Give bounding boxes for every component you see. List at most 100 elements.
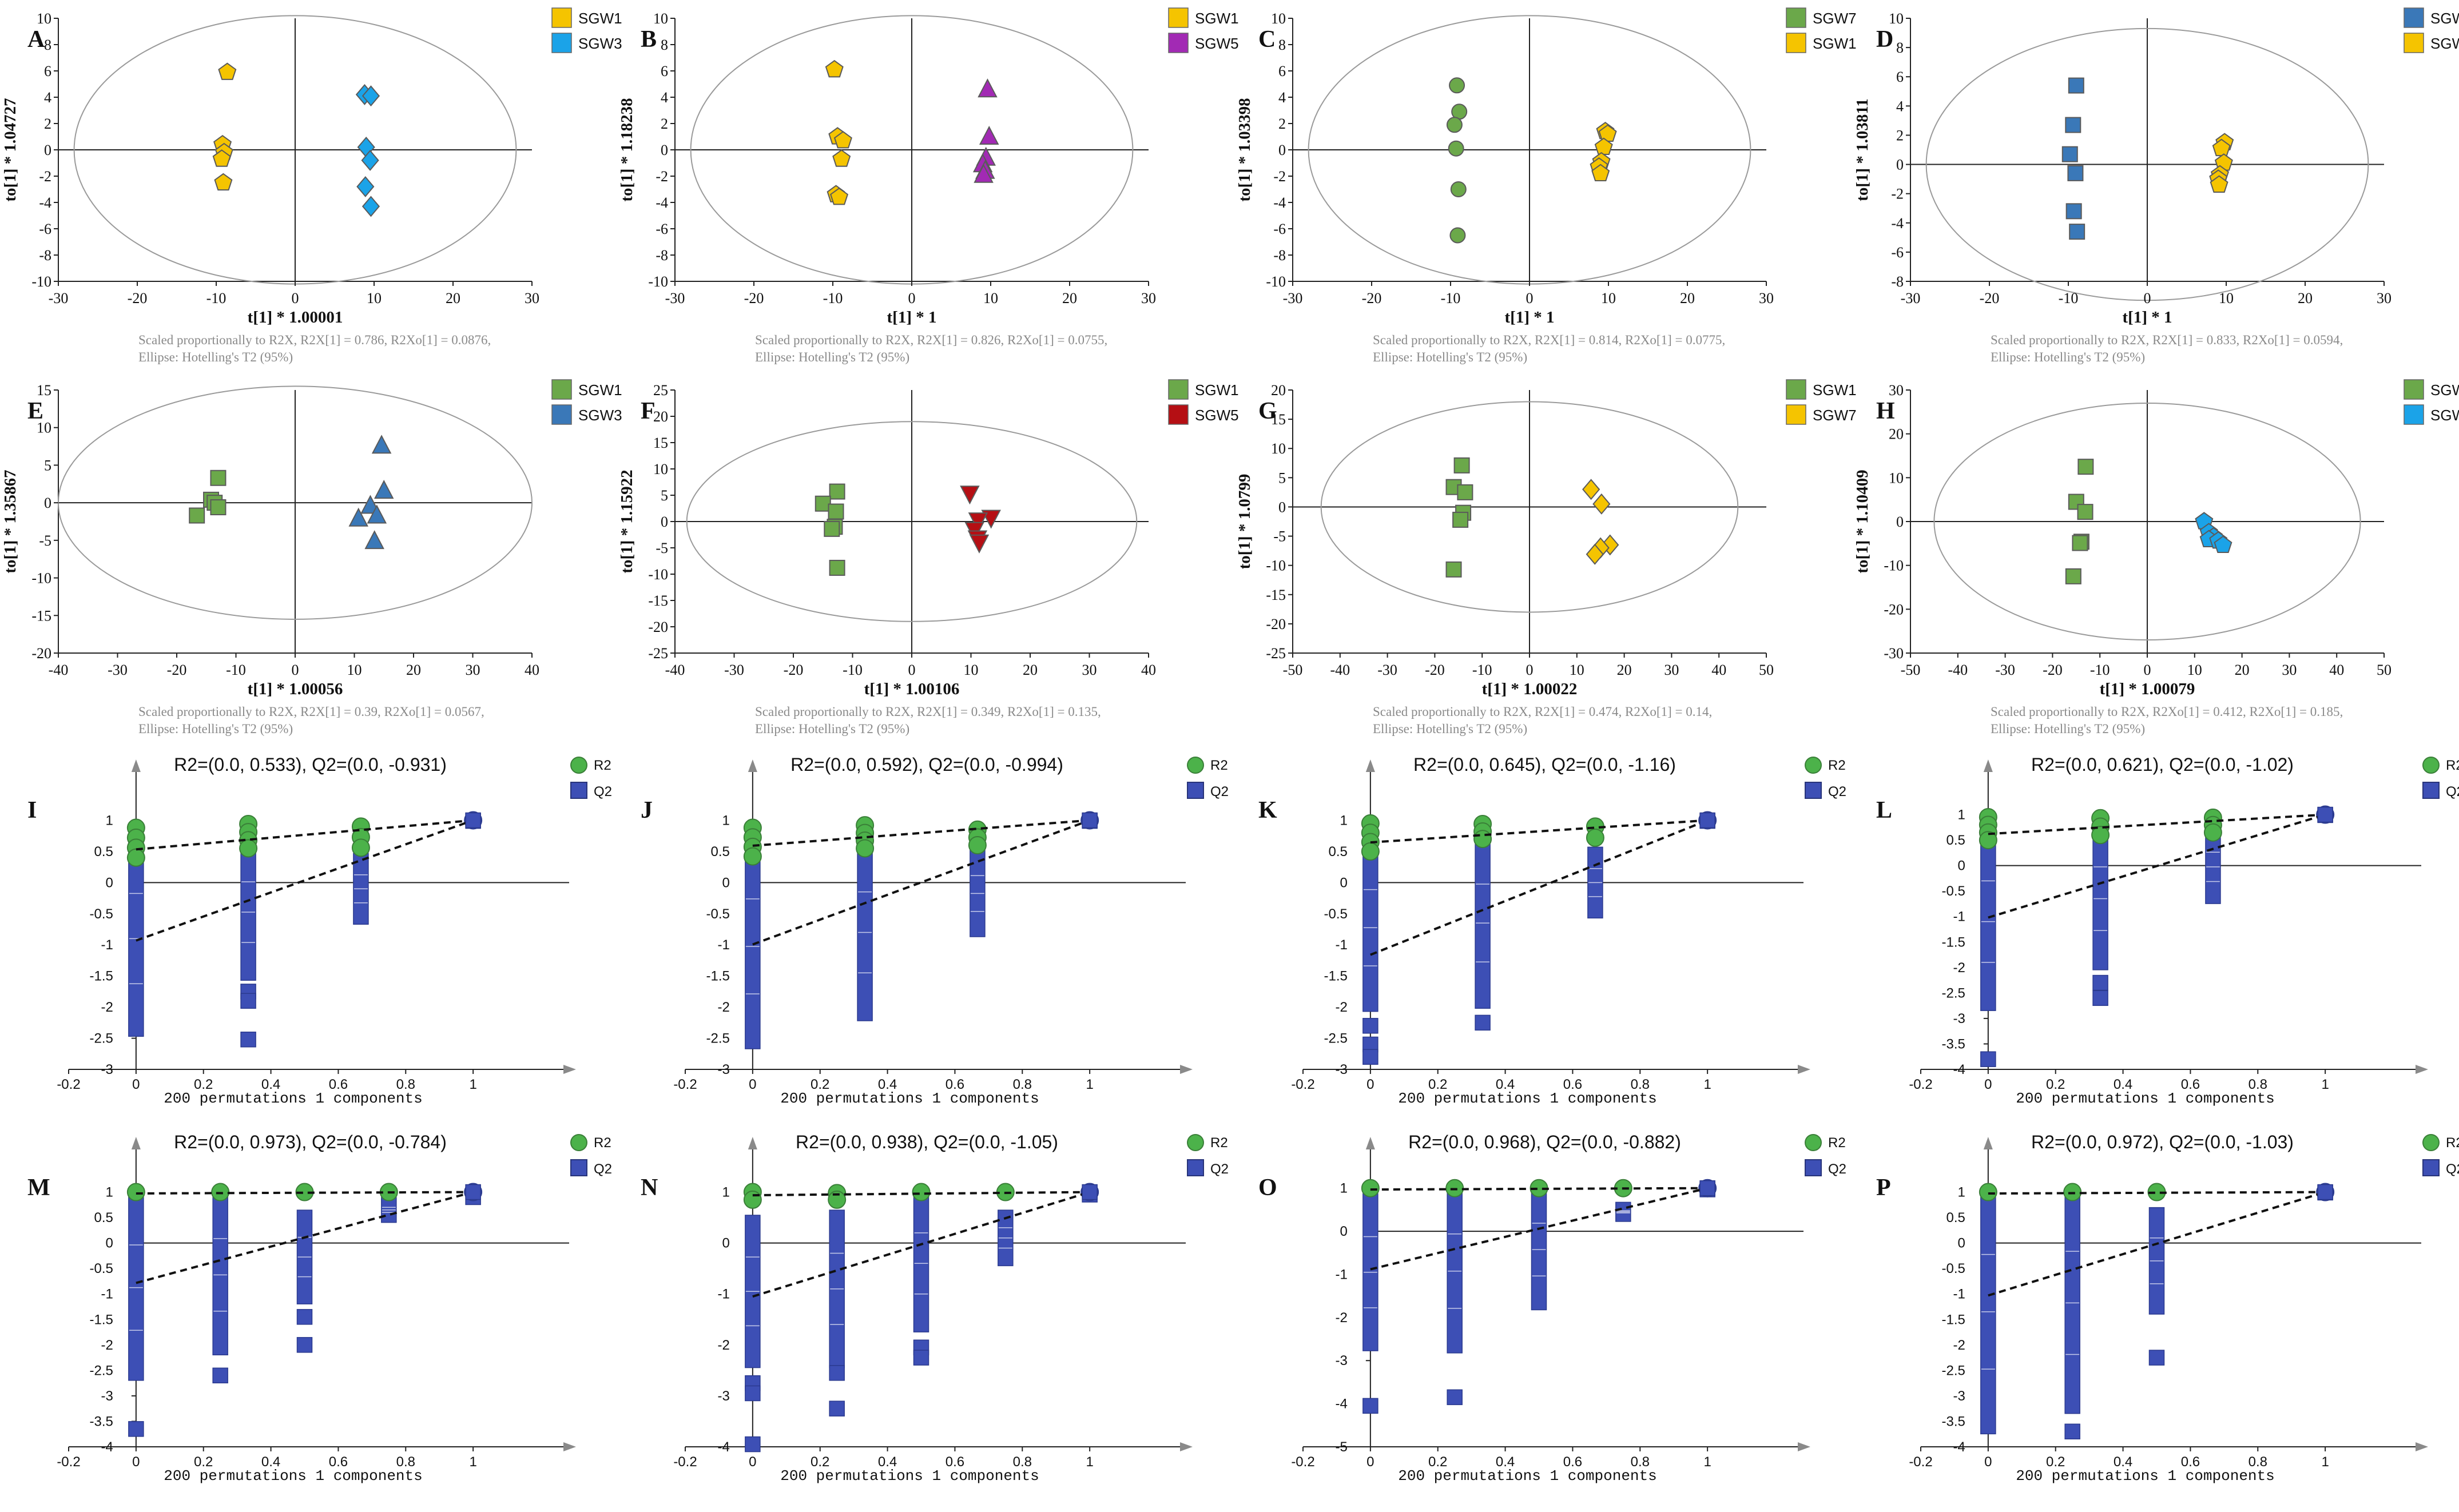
data-point — [1453, 457, 1470, 474]
y-tick-label: -4 — [656, 194, 668, 211]
q2-point — [2092, 990, 2108, 1006]
q2-point — [2092, 974, 2108, 991]
x-axis-label: 200 permutations 1 components — [780, 1467, 1039, 1485]
data-point — [210, 499, 227, 516]
r2-point — [968, 836, 987, 854]
y-tick-label: -0.5 — [1941, 1261, 1965, 1276]
y-tick-label: -3 — [1336, 1353, 1348, 1368]
y-axis-arrow — [748, 759, 757, 772]
legend-swatch — [1168, 33, 1189, 53]
y-tick-label: -0.5 — [1324, 906, 1347, 922]
legend-swatch — [2404, 33, 2424, 53]
y-tick-label: 10 — [1889, 469, 1904, 486]
x-tick-label: -30 — [1995, 662, 2015, 678]
x-tick-label: 20 — [1680, 290, 1695, 307]
x-tick-label: 1 — [469, 1077, 476, 1092]
panel-letter: B — [641, 26, 657, 53]
x-tick-label: 1 — [469, 1454, 476, 1470]
y-tick-label: -3 — [718, 1388, 730, 1404]
y-tick-label: -25 — [648, 645, 668, 662]
y-tick-label: 0 — [1340, 875, 1347, 890]
data-point — [2072, 535, 2088, 551]
x-tick-label: 0.4 — [878, 1454, 897, 1470]
r2-point — [2203, 823, 2222, 842]
y-tick-label: -2 — [1336, 1000, 1348, 1015]
legend-swatch — [1168, 404, 1189, 425]
x-tick-label: -20 — [784, 662, 804, 678]
data-point — [356, 176, 375, 197]
r2-regression-line — [1370, 1187, 1708, 1191]
x-tick-label: 0.6 — [2181, 1077, 2200, 1092]
q2-point — [1362, 1049, 1379, 1065]
legend-q2-label: Q2 — [1210, 1161, 1229, 1177]
x-tick-label: 10 — [367, 290, 382, 307]
y-axis-arrow — [748, 1137, 757, 1149]
x-tick-label: 0 — [1526, 290, 1534, 307]
y-tick-label: 15 — [1271, 411, 1286, 428]
x-tick-label: 20 — [446, 290, 460, 307]
y-tick-label: 0.5 — [1946, 1210, 1965, 1225]
y-tick-label: 0 — [105, 1236, 113, 1251]
y-tick-label: 0 — [661, 142, 668, 158]
x-tick-label: 20 — [1023, 662, 1038, 678]
axes: -40 -30 -20 -10 0 10 20 30 40 -20 -15 -10 -5 0 5 10 15 — [31, 382, 539, 678]
y-tick-label: 0.5 — [94, 844, 113, 860]
y-tick-label: -10 — [1884, 558, 1904, 574]
x-tick-label: 1 — [1703, 1454, 1711, 1470]
q2-point — [240, 1031, 256, 1048]
y-tick-label: 0 — [1340, 1224, 1347, 1239]
data-point — [214, 173, 233, 191]
data-point — [361, 85, 380, 107]
y-tick-label: -4 — [1336, 1396, 1348, 1412]
y-tick-label: -1 — [718, 1287, 730, 1302]
y-tick-label: -2.5 — [89, 1363, 113, 1378]
y-tick-label: 5 — [1278, 469, 1286, 486]
legend-label: SGW1 — [2430, 35, 2459, 52]
y-axis-arrow — [131, 1137, 141, 1149]
footnote-line: Ellipse: Hotelling's T2 (95%) — [755, 350, 909, 364]
x-tick-label: 0.6 — [329, 1454, 348, 1470]
y-tick-label: 1 — [1957, 1185, 1965, 1200]
legend-r2-label: R2 — [1828, 1135, 1846, 1151]
x-tick-label: -10 — [823, 290, 843, 307]
y-axis-arrow — [1983, 1137, 1993, 1149]
x-tick-label: 40 — [1141, 662, 1156, 678]
y-tick-label: -2 — [656, 168, 668, 185]
data-point — [2067, 165, 2084, 181]
hotelling-ellipse — [1925, 27, 2369, 301]
y-tick-label: -10 — [31, 273, 51, 290]
x-tick-label: 0 — [1984, 1077, 1992, 1092]
panel-letter: N — [641, 1175, 658, 1201]
y-tick-label: 6 — [44, 63, 51, 79]
y-tick-label: 0.5 — [1946, 833, 1965, 848]
y-tick-label: -20 — [648, 619, 668, 635]
y-tick-label: -3.5 — [89, 1414, 113, 1429]
x-tick-label: 0.2 — [1428, 1077, 1447, 1092]
y-tick-label: -6 — [1273, 221, 1286, 237]
x-tick-label: -0.2 — [1291, 1077, 1314, 1092]
chart-title: R2=(0.0, 0.968), Q2=(0.0, -0.882) — [1408, 1132, 1681, 1152]
y-tick-label: 0 — [1278, 499, 1286, 515]
y-tick-label: -2.5 — [1941, 985, 1965, 1001]
y-tick-label: -4 — [39, 194, 51, 211]
x-axis-label: 200 permutations 1 components — [1398, 1467, 1656, 1485]
r2-point — [126, 1183, 145, 1201]
y-tick-label: 10 — [1271, 440, 1286, 457]
x-tick-label: 0.8 — [1013, 1454, 1032, 1470]
y-tick-label: -2.5 — [89, 1031, 113, 1047]
x-tick-label: 0.2 — [2046, 1454, 2065, 1470]
x-axis-label: t[1] * 1.00001 — [248, 308, 343, 327]
r2-regression-line — [752, 1191, 1090, 1197]
r2-point — [351, 838, 370, 857]
q2-final-point — [1699, 812, 1715, 829]
y-tick-label: -0.5 — [1941, 884, 1965, 899]
x-tick-label: 1 — [2321, 1454, 2329, 1470]
y-axis-label: to[1] * 1.03811 — [1853, 98, 1872, 201]
y-tick-label: -10 — [1266, 273, 1286, 290]
legend-q2-marker — [1187, 782, 1204, 799]
y-tick-label: -1 — [1953, 909, 1965, 925]
x-tick-label: 0 — [908, 662, 916, 678]
y-tick-label: -1.5 — [1941, 934, 1965, 950]
